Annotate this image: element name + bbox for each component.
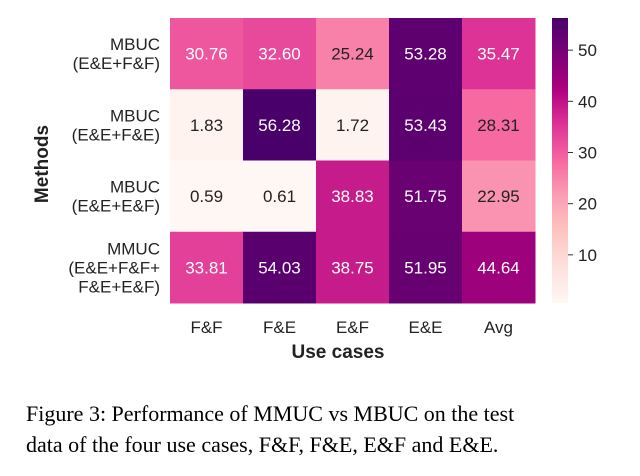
y-tick-label: (E&E+F&F+ bbox=[68, 258, 160, 277]
cell-value-labels: 30.76 32.60 25.24 53.28 35.47 1.83 56.28 1.72 53… bbox=[185, 45, 520, 278]
heatmap-cell bbox=[462, 89, 536, 161]
cell-value-label: 38.83 bbox=[331, 187, 374, 206]
y-axis-label: Methods bbox=[32, 125, 53, 203]
heatmap-cell bbox=[316, 231, 390, 304]
cell-value-label: 33.81 bbox=[185, 258, 228, 277]
cell-value-label: 44.64 bbox=[477, 258, 520, 277]
cell-value-label: 53.28 bbox=[404, 45, 447, 64]
cell-value-label: 32.60 bbox=[258, 45, 301, 64]
cell-value-label: 54.03 bbox=[258, 258, 301, 277]
heatmap-cell bbox=[389, 231, 463, 304]
cell-value-label: 53.43 bbox=[404, 116, 447, 135]
cell-value-label: 35.47 bbox=[477, 45, 520, 64]
heatmap-cell bbox=[462, 160, 536, 233]
heatmap-cell bbox=[462, 18, 536, 90]
cell-value-label: 0.61 bbox=[263, 187, 296, 206]
cell-value-label: 28.31 bbox=[477, 116, 520, 135]
y-tick-label: F&E+E&F) bbox=[78, 277, 160, 296]
heatmap-cell bbox=[389, 160, 463, 233]
cell-value-label: 25.24 bbox=[331, 45, 374, 64]
x-tick-labels: F&F F&E E&F E&E Avg bbox=[190, 318, 513, 337]
heatmap-cell bbox=[170, 231, 244, 304]
y-tick-label: (E&E+F&F) bbox=[73, 54, 160, 73]
colorbar-tick-label: 40 bbox=[578, 92, 597, 111]
cell-value-label: 0.59 bbox=[190, 187, 223, 206]
heatmap-cell bbox=[243, 18, 317, 90]
heatmap-cell bbox=[243, 231, 317, 304]
cell-value-label: 51.95 bbox=[404, 258, 447, 277]
y-tick-label: MBUC bbox=[110, 178, 160, 197]
x-axis-label: Use cases bbox=[292, 342, 385, 363]
y-tick-labels: MBUC(E&E+F&F)MBUC(E&E+F&E)MBUC(E&E+E&F)M… bbox=[68, 35, 160, 296]
x-tick-label: E&E bbox=[408, 318, 442, 337]
colorbar-tick-label: 30 bbox=[578, 143, 597, 162]
heatmap-cell bbox=[316, 89, 390, 161]
heatmap-cell bbox=[316, 160, 390, 233]
cell-value-label: 22.95 bbox=[477, 187, 520, 206]
heatmap-cell bbox=[462, 231, 536, 304]
cell-value-label: 38.75 bbox=[331, 258, 374, 277]
heatmap-cells bbox=[170, 18, 536, 304]
colorbar-tick-label: 20 bbox=[578, 195, 597, 214]
caption-line-2: data of the four use cases, F&F, F&E, E&… bbox=[26, 432, 499, 457]
colorbar-tick-label: 10 bbox=[578, 246, 597, 265]
x-tick-label: F&F bbox=[190, 318, 222, 337]
y-tick-label: MBUC bbox=[110, 35, 160, 54]
x-tick-label: Avg bbox=[484, 318, 513, 337]
colorbar-ticks: 10 20 30 40 50 bbox=[568, 41, 597, 265]
heatmap-chart: 30.76 32.60 25.24 53.28 35.47 1.83 56.28 1.72 53… bbox=[32, 18, 597, 363]
x-tick-label: F&E bbox=[263, 318, 296, 337]
x-tick-label: E&F bbox=[336, 318, 369, 337]
heatmap-cell bbox=[389, 18, 463, 90]
cell-value-label: 30.76 bbox=[185, 45, 228, 64]
heatmap-cell bbox=[243, 89, 317, 161]
heatmap-cell bbox=[243, 160, 317, 233]
y-tick-label: MMUC bbox=[107, 239, 160, 258]
heatmap-cell bbox=[316, 18, 390, 90]
heatmap-cell bbox=[170, 160, 244, 233]
figure-caption: Figure 3: Performance of MMUC vs MBUC on… bbox=[26, 398, 626, 460]
heatmap-cell bbox=[389, 89, 463, 161]
cell-value-label: 1.72 bbox=[336, 116, 369, 135]
cell-value-label: 1.83 bbox=[190, 116, 223, 135]
heatmap-cell bbox=[170, 18, 244, 90]
caption-line-1: Figure 3: Performance of MMUC vs MBUC on… bbox=[26, 401, 515, 426]
y-tick-label: (E&E+E&F) bbox=[72, 197, 160, 216]
colorbar bbox=[552, 18, 568, 303]
cell-value-label: 51.75 bbox=[404, 187, 447, 206]
cell-value-label: 56.28 bbox=[258, 116, 301, 135]
y-tick-label: (E&E+F&E) bbox=[72, 125, 160, 144]
y-tick-label: MBUC bbox=[110, 106, 160, 125]
colorbar-tick-label: 50 bbox=[578, 41, 597, 60]
heatmap-cell bbox=[170, 89, 244, 161]
